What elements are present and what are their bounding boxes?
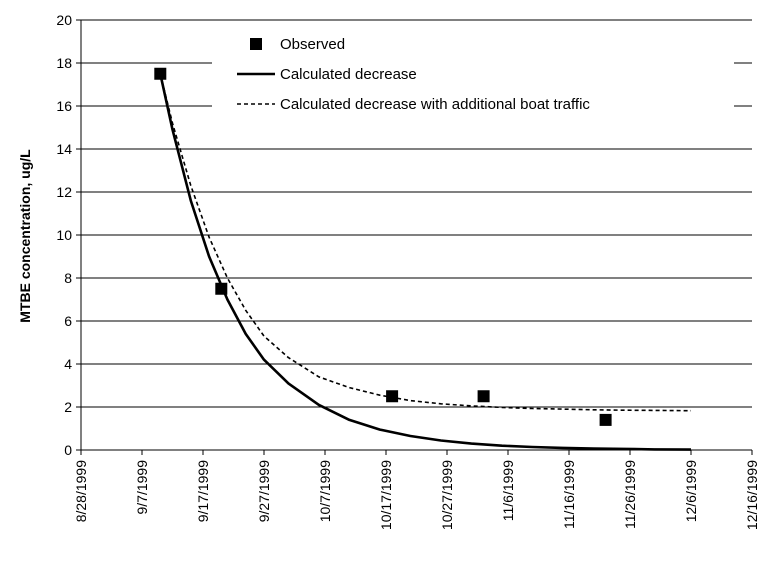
- x-tick-label: 10/17/1999: [378, 460, 394, 530]
- y-tick-label: 2: [64, 399, 72, 415]
- series: [154, 67, 692, 451]
- gridlines: [81, 19, 752, 408]
- x-tick-label: 10/7/1999: [317, 460, 333, 522]
- y-tick-label: 12: [56, 184, 72, 200]
- series-line-calculated: [159, 73, 692, 451]
- observed-point: [477, 390, 490, 403]
- x-tick-label: 11/26/1999: [622, 460, 638, 529]
- y-tick-label: 16: [56, 98, 72, 114]
- x-tick-label: 9/7/1999: [134, 460, 150, 515]
- legend-label: Calculated decrease with additional boat…: [280, 96, 590, 113]
- x-tick-label: 11/16/1999: [561, 460, 577, 529]
- x-tick-label: 8/28/1999: [73, 460, 89, 522]
- legend-label: Calculated decrease: [280, 66, 417, 83]
- observed-point: [154, 67, 167, 80]
- x-tick-label: 9/17/1999: [195, 460, 211, 522]
- x-tick-label: 12/16/1999: [744, 460, 760, 530]
- legend: Observed Calculated decrease Calculated de…: [212, 34, 734, 116]
- y-tick-label: 4: [64, 356, 72, 372]
- y-tick-label: 20: [56, 12, 72, 28]
- x-tick-label: 10/27/1999: [439, 460, 455, 530]
- series-line-boat-traffic: [159, 73, 692, 412]
- x-tick-label: 9/27/1999: [256, 460, 272, 522]
- y-tick-label: 6: [64, 313, 72, 329]
- legend-marker-observed: [250, 38, 262, 50]
- axes: 0 2 4 6 8 10 12 14 16 18 20 8/28/1999 9/7/1999 9/17/1…: [56, 12, 760, 530]
- observed-point: [386, 390, 399, 403]
- observed-point: [215, 282, 228, 295]
- legend-box: [212, 34, 734, 116]
- y-tick-label: 14: [56, 141, 72, 157]
- y-tick-label: 10: [56, 227, 72, 243]
- x-tick-label: 11/6/1999: [500, 460, 516, 521]
- observed-point: [599, 413, 612, 426]
- y-tick-label: 18: [56, 55, 72, 71]
- y-tick-label: 8: [64, 270, 72, 286]
- x-tick-label: 12/6/1999: [683, 460, 699, 522]
- legend-label: Observed: [280, 36, 345, 53]
- y-tick-label: 0: [64, 442, 72, 458]
- y-axis-title: MTBE concentration, ug/L: [17, 149, 33, 323]
